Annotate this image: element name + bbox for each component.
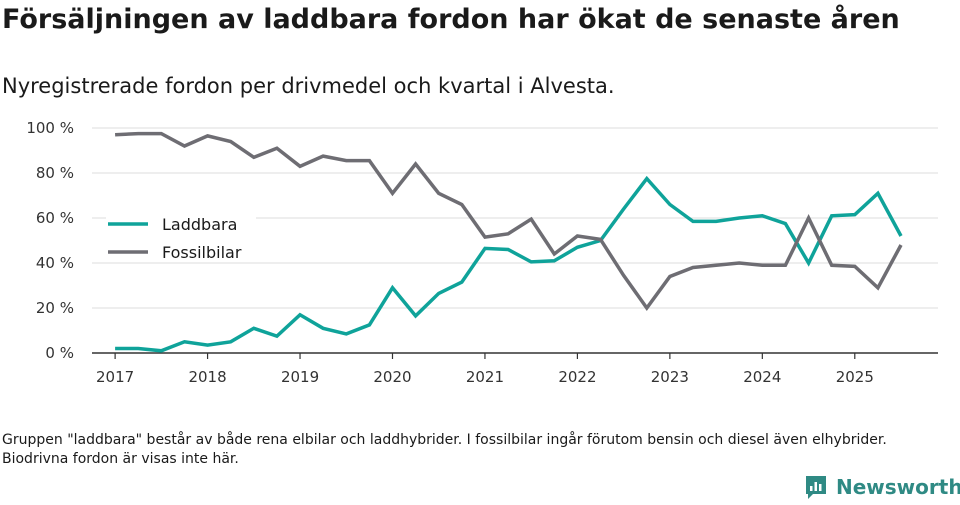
legend-bg-fossilbilar [106, 234, 256, 258]
x-axis: 2017 2018 2019 2020 2021 2022 2023 2024 2025 [92, 352, 938, 386]
newsworthy-logo-icon [806, 476, 826, 499]
y-tick-label-80: 80 % [36, 164, 74, 182]
x-tick-label-2017: 2017 [96, 368, 134, 386]
series-line-fossilbilar [115, 131, 903, 311]
chart-subtitle: Nyregistrerade fordon per drivmedel och … [2, 74, 615, 98]
y-tick-label-40: 40 % [36, 254, 74, 272]
legend-bg-laddbara [106, 206, 256, 230]
x-tick-label-2022: 2022 [558, 368, 596, 386]
y-axis: 0 % 20 % 40 % 60 % 80 % 100 % [26, 119, 74, 362]
footnote: Gruppen "laddbara" består av både rena e… [2, 432, 887, 467]
grid-lines [92, 127, 938, 309]
legend-label-fossilbilar: Fossilbilar [162, 243, 242, 262]
y-tick-label-100: 100 % [26, 119, 74, 137]
series-lines [115, 131, 903, 353]
x-tick-label-2025: 2025 [836, 368, 874, 386]
legend: Laddbara Fossilbilar [106, 206, 256, 262]
brand-logo: Newsworthy [804, 474, 960, 500]
legend-label-laddbara: Laddbara [162, 215, 237, 234]
y-tick-label-60: 60 % [36, 209, 74, 227]
x-tick-label-2020: 2020 [373, 368, 411, 386]
x-tick-label-2018: 2018 [188, 368, 226, 386]
brand-name: Newsworthy [836, 475, 960, 499]
x-tick-label-2023: 2023 [651, 368, 689, 386]
x-tick-label-2024: 2024 [743, 368, 781, 386]
line-chart: 0 % 20 % 40 % 60 % 80 % 100 % 2017 2018 2019 202… [26, 119, 938, 386]
y-tick-label-0: 0 % [45, 344, 74, 362]
series-line-laddbara [115, 175, 903, 353]
x-tick-label-2019: 2019 [281, 368, 319, 386]
chart-title: Försäljningen av laddbara fordon har öka… [2, 4, 900, 35]
y-tick-label-20: 20 % [36, 299, 74, 317]
x-tick-label-2021: 2021 [466, 368, 504, 386]
